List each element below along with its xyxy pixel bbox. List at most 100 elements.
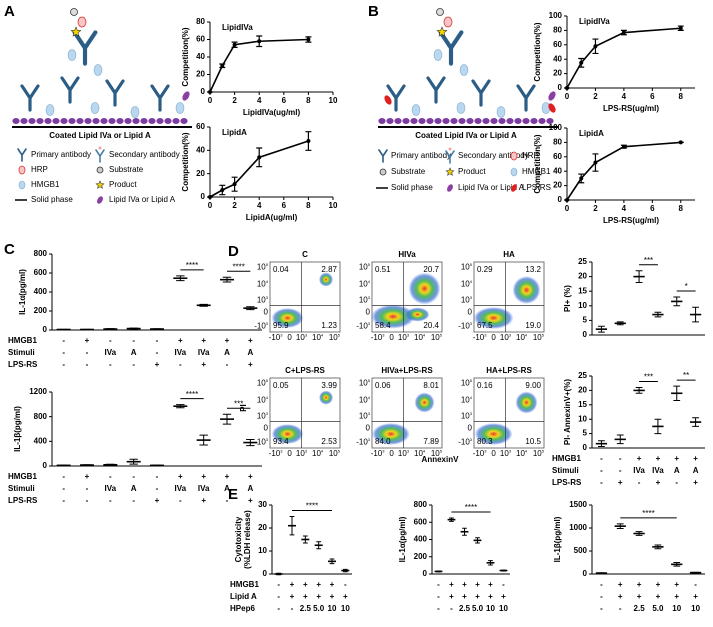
coated-lipid bbox=[76, 118, 84, 124]
flow-y-tick-label: -103 bbox=[356, 437, 371, 447]
y-tick-label: 80 bbox=[553, 26, 562, 35]
coated-lipid bbox=[12, 118, 20, 124]
tick-base: 10 bbox=[312, 449, 321, 458]
y-tick-label: 40 bbox=[553, 166, 562, 175]
condition-value: + bbox=[316, 580, 321, 589]
y-tick-label: 60 bbox=[553, 152, 562, 161]
tick-base: 10 bbox=[359, 263, 368, 272]
tick-base: -10 bbox=[473, 333, 485, 342]
tick-base: 10 bbox=[414, 449, 423, 458]
y-axis-label: Cytotoxicity bbox=[234, 516, 243, 562]
quadrant-value: 0.04 bbox=[273, 265, 289, 274]
condition-value: + bbox=[488, 592, 493, 601]
quadrant-value: 95.9 bbox=[273, 321, 289, 330]
secondary-antibody bbox=[72, 30, 98, 66]
quadrant-value: 0.29 bbox=[477, 265, 493, 274]
tick-exponent: 4 bbox=[423, 449, 426, 454]
tick-base: 10 bbox=[461, 412, 470, 421]
y-tick-label: 20 bbox=[578, 272, 587, 281]
x-tick-label: 4 bbox=[257, 201, 262, 210]
tick-exponent: 3 bbox=[266, 321, 269, 326]
condition-value: - bbox=[62, 496, 65, 505]
tick-exponent: 3 bbox=[280, 449, 283, 454]
tick-exponent: 3 bbox=[470, 411, 473, 416]
legend-label: Solid phase bbox=[31, 195, 73, 204]
x-tick-label: 0 bbox=[565, 204, 570, 213]
tick-exponent: 5 bbox=[338, 449, 341, 454]
data-point bbox=[232, 42, 237, 47]
flow-x-tick-label: -103 bbox=[269, 449, 284, 459]
condition-value: 10 bbox=[691, 604, 700, 613]
condition-value: A bbox=[224, 484, 230, 493]
y-tick-label: 5 bbox=[583, 316, 588, 325]
condition-value: + bbox=[656, 478, 661, 487]
x-tick-label: 2 bbox=[232, 201, 237, 210]
flow-y-tick-label: 0 bbox=[264, 424, 269, 433]
tick-base: 10 bbox=[533, 449, 542, 458]
flow-x-tick-label: 103 bbox=[296, 333, 308, 343]
tick-base: 10 bbox=[500, 333, 509, 342]
tick-base: -10 bbox=[473, 449, 485, 458]
chart-title: LipidIVa bbox=[579, 17, 610, 26]
flow-y-tick-label: 104 bbox=[257, 395, 269, 405]
y-tick-label: 40 bbox=[196, 145, 205, 154]
condition-value: - bbox=[619, 604, 622, 613]
condition-value: - bbox=[62, 484, 65, 493]
data-point bbox=[621, 144, 626, 149]
condition-value: 5.0 bbox=[313, 604, 325, 613]
tick-exponent: 3 bbox=[470, 437, 473, 442]
hrp bbox=[443, 16, 453, 28]
significance-label: **** bbox=[186, 261, 198, 270]
tick-base: 10 bbox=[359, 396, 368, 405]
tick-exponent: 4 bbox=[470, 395, 473, 400]
tick-base: 10 bbox=[461, 296, 470, 305]
condition-value: 5.0 bbox=[652, 604, 664, 613]
flow-y-tick-label: 105 bbox=[257, 262, 269, 272]
tick-base: 0 bbox=[366, 308, 371, 317]
flow-y-label: PI bbox=[239, 404, 248, 412]
cell-population bbox=[371, 423, 410, 445]
flow-y-tick-label: 105 bbox=[257, 378, 269, 388]
flow-y-tick-label: 105 bbox=[359, 378, 371, 388]
primary-antibody-icon bbox=[378, 149, 388, 163]
flow-x-tick-label: 105 bbox=[329, 449, 341, 459]
y-tick-label: 20 bbox=[258, 523, 267, 532]
data-point bbox=[306, 139, 311, 143]
condition-value: - bbox=[62, 472, 65, 481]
y-axis-label: Competition(%) bbox=[181, 132, 190, 191]
condition-value: - bbox=[156, 472, 159, 481]
condition-value: + bbox=[656, 592, 661, 601]
tick-exponent: 5 bbox=[368, 262, 371, 267]
condition-value: + bbox=[343, 592, 348, 601]
tick-exponent: 5 bbox=[542, 333, 545, 338]
y-tick-label: 400 bbox=[34, 436, 48, 445]
tick-base: 10 bbox=[431, 449, 440, 458]
flow-y-tick-label: 103 bbox=[257, 411, 269, 421]
coated-lipid bbox=[52, 118, 60, 124]
chart-title: LipidA bbox=[222, 128, 247, 137]
condition-value: + bbox=[201, 336, 206, 345]
y-tick-label: 80 bbox=[553, 138, 562, 147]
hmgb1-icon bbox=[18, 180, 26, 190]
x-tick-label: 0 bbox=[208, 201, 213, 210]
flow-y-tick-label: 0 bbox=[468, 424, 473, 433]
flow-x-tick-label: 104 bbox=[312, 333, 324, 343]
condition-label: Stimuli bbox=[8, 348, 35, 357]
tick-exponent: 4 bbox=[470, 279, 473, 284]
y-tick-label: 100 bbox=[549, 11, 563, 20]
flow-x-tick-label: 104 bbox=[516, 449, 528, 459]
condition-value: - bbox=[179, 496, 182, 505]
lps-rs bbox=[548, 103, 556, 113]
y-tick-label: 0 bbox=[423, 569, 428, 578]
tick-base: 10 bbox=[257, 280, 266, 289]
condition-value: + bbox=[248, 336, 253, 345]
condition-value: - bbox=[437, 580, 440, 589]
condition-value: - bbox=[600, 478, 603, 487]
coated-lipid bbox=[378, 118, 386, 124]
tick-exponent: 3 bbox=[305, 449, 308, 454]
flow-x-label: AnnexinV bbox=[422, 455, 460, 464]
coated-lipid bbox=[386, 118, 394, 124]
quadrant-value: 0.05 bbox=[273, 381, 289, 390]
y-tick-label: 0 bbox=[43, 461, 48, 470]
condition-value: - bbox=[62, 348, 65, 357]
